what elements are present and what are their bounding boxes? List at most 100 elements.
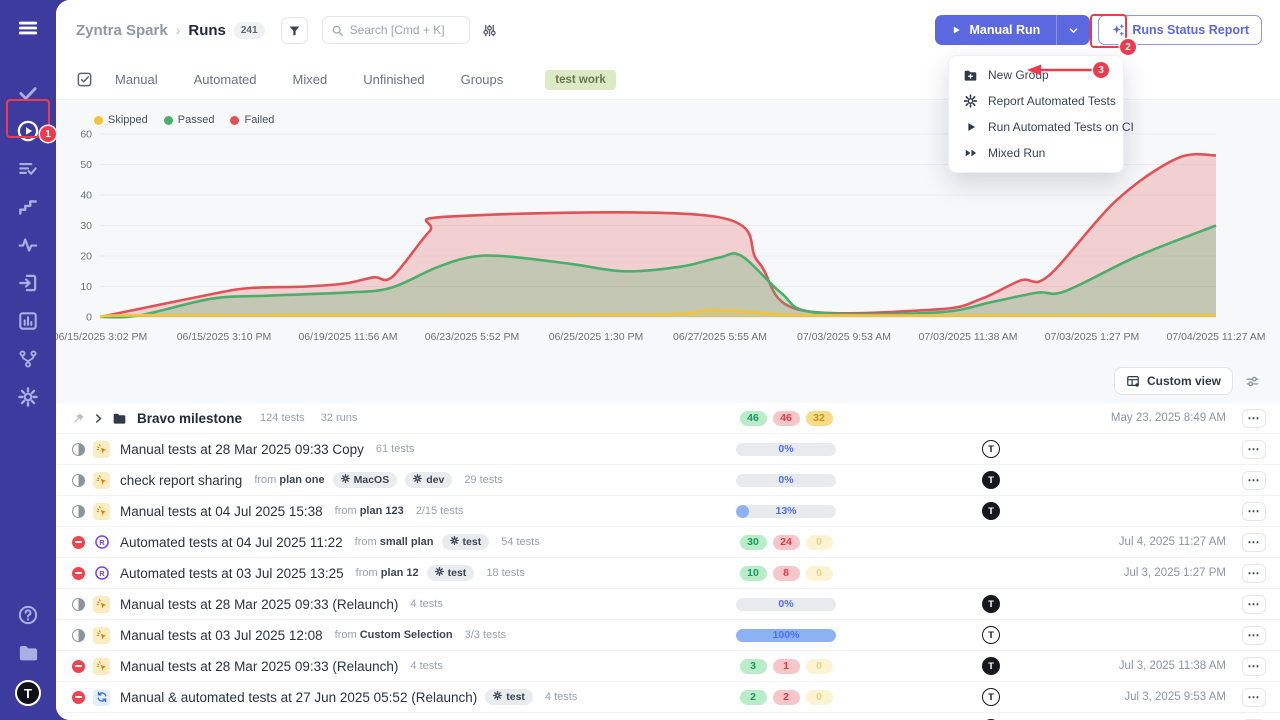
- run-title[interactable]: Manual tests at 04 Jul 2025 15:38: [120, 503, 323, 519]
- gear-tiny-icon: [340, 474, 350, 486]
- result-count-badges: 46 46 32: [739, 410, 833, 426]
- user-avatar[interactable]: T: [15, 680, 41, 706]
- assignee-avatar: T: [982, 626, 1000, 644]
- run-row[interactable]: Manual tests at 03 Jul 2025 12:08 from Cu…: [56, 620, 1280, 651]
- main-content: Zyntra Spark › Runs 241 Manual Run: [56, 0, 1280, 720]
- row-menu-button[interactable]: ⋯: [1242, 501, 1266, 521]
- run-row[interactable]: Manual tests at 28 Mar 2025 09:33 Copy 61…: [56, 434, 1280, 465]
- row-menu-button[interactable]: ⋯: [1242, 594, 1266, 614]
- progress-fill: [736, 628, 836, 642]
- sidebar-item-steps[interactable]: [0, 188, 56, 226]
- sidebar-item-import[interactable]: [0, 264, 56, 302]
- menu-item-run-automated-tests-on-ci[interactable]: Run Automated Tests on CI: [949, 114, 1134, 140]
- sidebar-item-check[interactable]: [0, 74, 56, 112]
- progress-bar: 0%: [736, 442, 836, 456]
- row-menu-button[interactable]: ⋯: [1242, 532, 1266, 552]
- run-title[interactable]: Automated tests at 03 Jul 2025 13:25: [120, 565, 344, 581]
- row-menu-button[interactable]: ⋯: [1242, 470, 1266, 490]
- run-tests-count: 4 tests: [544, 691, 578, 703]
- sidebar-item-folder[interactable]: [0, 634, 56, 672]
- row-actions: ⋯: [1226, 563, 1266, 583]
- tab-automated[interactable]: Automated: [193, 72, 257, 87]
- row-menu-button[interactable]: ⋯: [1242, 656, 1266, 676]
- row-menu-button[interactable]: ⋯: [1242, 625, 1266, 645]
- runs-overview: Skipped Passed Failed 0 10 20 30 40 50 60 06/15/…: [56, 101, 1280, 720]
- menu-item-mixed-run[interactable]: Mixed Run: [949, 140, 1123, 166]
- run-row[interactable]: Manual & automated tests at 27 Jun 2025 …: [56, 682, 1280, 713]
- run-tests-count: 4 tests: [410, 660, 443, 672]
- env-badge: MacOS: [332, 472, 398, 488]
- tab-unfinished[interactable]: Unfinished: [363, 72, 425, 87]
- table-view-icon: [1127, 376, 1139, 387]
- group-row[interactable]: Bravo milestone 124 tests 32 runs 46 46 32 May…: [56, 403, 1280, 434]
- row-date: Jul 3, 2025 1:27 PM: [1123, 567, 1226, 579]
- legend-label: Passed: [177, 114, 215, 126]
- passed-count-badge: 10: [739, 565, 767, 581]
- tab-manual[interactable]: Manual: [115, 72, 158, 87]
- runs-status-report-label: Runs Status Report: [1132, 23, 1249, 37]
- line-skipped: [99, 308, 1217, 319]
- search-input[interactable]: [349, 23, 460, 37]
- run-row[interactable]: R Automated tests at 03 Jul 2025 13:25 fro…: [56, 558, 1280, 589]
- sidebar-item-play-circle[interactable]: [0, 112, 56, 150]
- tab-groups[interactable]: Groups: [460, 72, 504, 87]
- assignee-avatar: T: [982, 657, 1000, 675]
- filter-button[interactable]: [280, 16, 308, 44]
- sidebar-item-bar-chart[interactable]: [0, 302, 56, 340]
- manual-run-type-icon: [93, 471, 110, 489]
- sidebar-item-help[interactable]: [0, 596, 56, 634]
- run-row[interactable]: check report sharing from plan one MacOS de…: [56, 465, 1280, 496]
- progress-label: 100%: [772, 629, 800, 641]
- group-title[interactable]: Bravo milestone: [137, 410, 243, 426]
- expand-chevron-icon[interactable]: [93, 413, 104, 424]
- run-row[interactable]: Manual tests at 28 Mar 2025 09:33 (Relau…: [56, 651, 1280, 682]
- run-title[interactable]: Manual tests at 28 Mar 2025 09:33 (Relau…: [120, 658, 399, 674]
- run-tests-count: 54 tests: [501, 536, 540, 548]
- breadcrumb-project[interactable]: Zyntra Spark: [76, 21, 168, 39]
- run-row[interactable]: Manual tests at 04 Jul 2025 15:38 from pl…: [56, 496, 1280, 527]
- sidebar-item-branch[interactable]: [0, 340, 56, 378]
- manual-run-dropdown-toggle[interactable]: [1056, 15, 1091, 45]
- run-title[interactable]: Manual & automated tests at 27 Jun 2025 …: [120, 689, 478, 705]
- run-title[interactable]: Manual tests at 28 Mar 2025 09:33 Copy: [120, 441, 364, 457]
- row-main: Manual tests at 03 Jul 2025 12:08 from Cu…: [72, 626, 696, 644]
- menu-item-report-automated-tests[interactable]: Report Automated Tests: [949, 88, 1123, 114]
- passed-count-badge: 3: [739, 658, 767, 674]
- sidebar-item-gear[interactable]: [0, 378, 56, 416]
- run-title[interactable]: check report sharing: [120, 472, 243, 488]
- row-menu-button[interactable]: ⋯: [1242, 439, 1266, 459]
- y-axis-tick: 30: [80, 220, 92, 232]
- tab-mixed[interactable]: Mixed: [292, 72, 328, 87]
- run-row[interactable]: R Automated tests at 04 Jul 2025 11:22 fro…: [56, 527, 1280, 558]
- chart-canvas: 0 10 20 30 40 50 60: [56, 129, 1220, 334]
- gear-tiny-icon: [493, 691, 503, 703]
- select-runs-icon[interactable]: [76, 71, 93, 88]
- run-tests-count: 29 tests: [464, 474, 503, 486]
- search-box[interactable]: [321, 16, 470, 44]
- x-axis-label: 06/23/2025 5:52 PM: [424, 331, 520, 343]
- run-title[interactable]: Automated tests at 04 Jul 2025 11:22: [120, 534, 343, 550]
- sidebar-item-pulse[interactable]: [0, 226, 56, 264]
- run-title[interactable]: Manual tests at 03 Jul 2025 12:08: [120, 627, 323, 643]
- tag-badge-test-work[interactable]: test work: [545, 69, 616, 90]
- x-axis-label: 06/19/2025 11:56 AM: [298, 331, 398, 343]
- run-title[interactable]: Manual tests at 28 Mar 2025 09:33 (Relau…: [120, 596, 399, 612]
- row-menu-button[interactable]: ⋯: [1242, 408, 1266, 428]
- row-results: 0%: [696, 473, 876, 487]
- run-row[interactable]: Manual tests at 28 Mar 2025 09:33 (Relau…: [56, 589, 1280, 620]
- run-source-plan: from plan one: [254, 474, 325, 486]
- sidebar-item-hamburger-menu[interactable]: [0, 0, 56, 56]
- table-settings-sliders-icon[interactable]: [1245, 374, 1260, 389]
- sidebar-item-list-check[interactable]: [0, 150, 56, 188]
- row-menu-button[interactable]: ⋯: [1242, 687, 1266, 707]
- automated-run-type-icon: R: [93, 534, 110, 551]
- row-menu-button[interactable]: ⋯: [1242, 563, 1266, 583]
- row-results: 0%: [696, 442, 876, 456]
- bar-chart-icon: [17, 310, 39, 332]
- search-settings-sliders-icon[interactable]: [482, 23, 497, 38]
- manual-run-button[interactable]: Manual Run: [935, 15, 1057, 45]
- env-badge-label: test: [447, 567, 467, 579]
- row-results: 0%: [696, 597, 876, 611]
- custom-view-button[interactable]: Custom view: [1113, 367, 1233, 395]
